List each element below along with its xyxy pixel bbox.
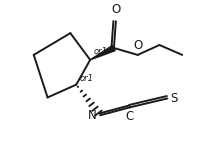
Text: or1: or1 [93, 47, 107, 56]
Text: C: C [126, 110, 134, 123]
Text: or1: or1 [79, 74, 93, 83]
Text: O: O [133, 39, 142, 52]
Text: S: S [170, 92, 178, 105]
Polygon shape [90, 45, 115, 60]
Text: O: O [111, 3, 121, 16]
Text: N: N [88, 109, 97, 122]
